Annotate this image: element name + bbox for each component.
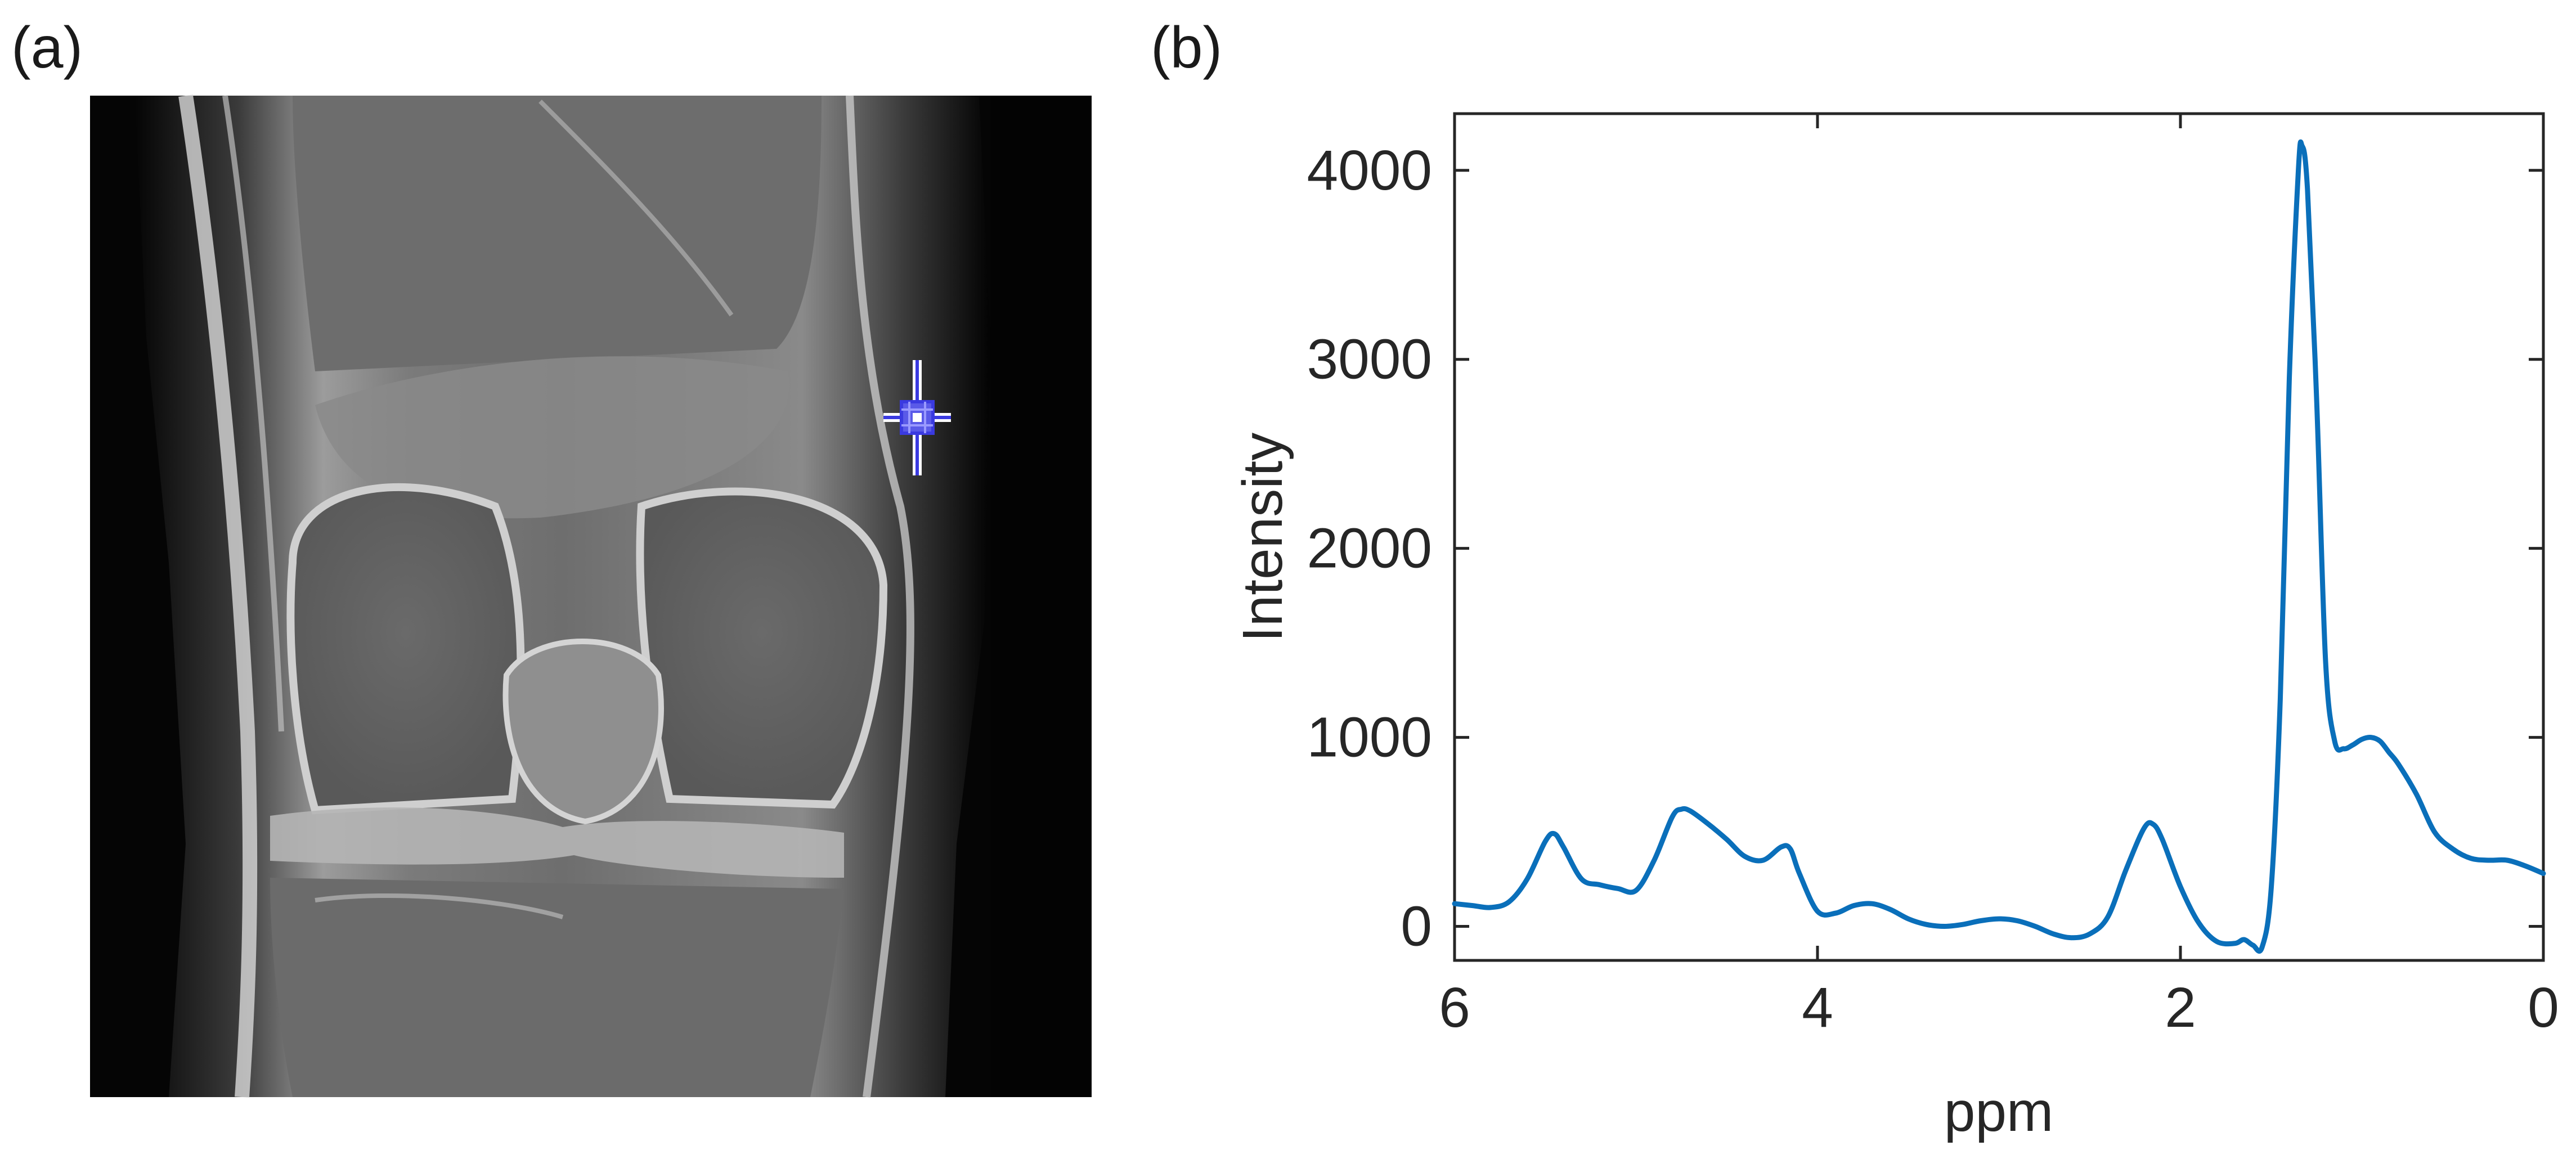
y-tick-label: 3000 xyxy=(1307,328,1432,391)
x-tick-label: 4 xyxy=(1802,976,1833,1039)
spectrum-line xyxy=(1452,139,2546,954)
plot-area-frame xyxy=(1453,112,2545,962)
y-tick-label: 1000 xyxy=(1307,706,1432,769)
y-tick-label: 4000 xyxy=(1307,139,1432,202)
mri-image xyxy=(90,95,1092,1098)
y-axis-label: Intensity xyxy=(1231,433,1294,642)
voxel-marker-icon xyxy=(883,360,951,475)
x-axis-ticks: 6 4 2 0 xyxy=(1439,114,2559,1039)
x-tick-label: 6 xyxy=(1439,976,1470,1039)
x-tick-label: 0 xyxy=(2528,976,2559,1039)
spectrum-chart: 6 4 2 0 0 1000 2000 3000 4000 ppm Intensity xyxy=(1231,112,2559,1143)
x-tick-label: 2 xyxy=(2165,976,2196,1039)
panel-label-a: (a) xyxy=(11,15,83,80)
panel-label-b: (b) xyxy=(1151,15,1222,80)
y-tick-label: 2000 xyxy=(1307,517,1432,580)
y-tick-label: 0 xyxy=(1401,895,1432,958)
x-axis-label: ppm xyxy=(1944,1080,2054,1143)
y-axis-ticks: 0 1000 2000 3000 4000 xyxy=(1307,139,2543,958)
